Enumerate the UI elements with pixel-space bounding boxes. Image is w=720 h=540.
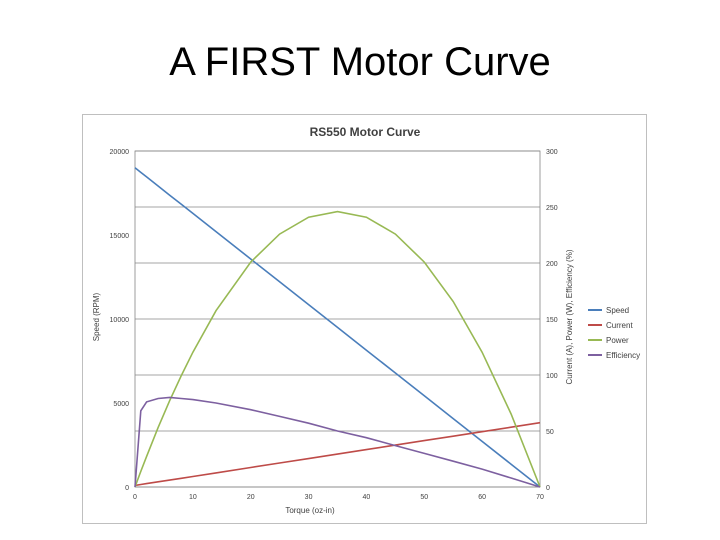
y-tick-label: 0 bbox=[125, 485, 129, 492]
y-tick-label: 20000 bbox=[110, 149, 130, 156]
y-tick-label: 5000 bbox=[113, 401, 129, 408]
legend-label-power: Power bbox=[606, 336, 629, 345]
legend-label-efficiency: Efficiency bbox=[606, 351, 640, 360]
legend-label-current: Current bbox=[606, 321, 633, 330]
plot-area bbox=[134, 150, 541, 488]
series-line-efficiency bbox=[134, 396, 541, 488]
y2-tick-label: 0 bbox=[546, 485, 550, 492]
x-tick-label: 30 bbox=[305, 494, 313, 501]
y2-tick-label: 250 bbox=[546, 205, 558, 212]
x-tick-label: 50 bbox=[420, 494, 428, 501]
chart-title: RS550 Motor Curve bbox=[310, 125, 421, 139]
x-tick-label: 20 bbox=[247, 494, 255, 501]
x-tick-label: 10 bbox=[189, 494, 197, 501]
x-tick-label: 70 bbox=[536, 494, 544, 501]
y-axis-label: Speed (RPM) bbox=[92, 292, 101, 341]
y-tick-label: 10000 bbox=[110, 317, 130, 324]
y2-tick-label: 200 bbox=[546, 261, 558, 268]
x-tick-label: 40 bbox=[363, 494, 371, 501]
slide-title: A FIRST Motor Curve bbox=[169, 40, 551, 84]
motor-curve-chart: RS550 Motor Curve Torque (oz-in) Speed (… bbox=[92, 125, 640, 515]
y2-axis-label: Current (A), Power (W), Efficiency (%) bbox=[565, 249, 574, 384]
y2-tick-label: 150 bbox=[546, 317, 558, 324]
x-axis-label: Torque (oz-in) bbox=[285, 506, 335, 515]
series-line-speed bbox=[134, 167, 541, 488]
y2-tick-label: 300 bbox=[546, 149, 558, 156]
y2-tick-label: 50 bbox=[546, 429, 554, 436]
series-line-current bbox=[134, 421, 541, 487]
chart-frame: RS550 Motor Curve Torque (oz-in) Speed (… bbox=[82, 114, 647, 524]
x-tick-label: 0 bbox=[133, 494, 137, 501]
y2-tick-label: 100 bbox=[546, 373, 558, 380]
series-line-power bbox=[134, 210, 541, 488]
x-tick-label: 60 bbox=[478, 494, 486, 501]
legend-label-speed: Speed bbox=[606, 306, 629, 315]
y-tick-label: 15000 bbox=[110, 233, 130, 240]
